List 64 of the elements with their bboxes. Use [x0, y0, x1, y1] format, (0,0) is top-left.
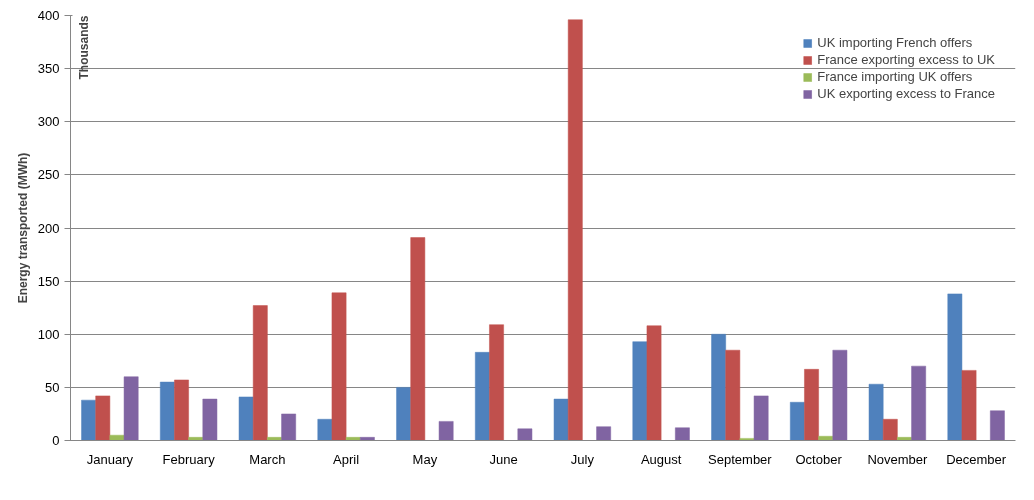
bar — [517, 428, 533, 441]
bar — [281, 413, 296, 441]
y-tick-label: 50 — [45, 379, 60, 395]
bar — [553, 398, 569, 441]
x-tick-label: June — [489, 451, 518, 467]
bar — [947, 293, 963, 441]
x-tick-label: October — [795, 451, 843, 467]
bar — [174, 379, 189, 441]
y-tick-label: 100 — [37, 326, 60, 342]
y-tick-label: 150 — [37, 273, 60, 289]
bar — [832, 349, 848, 441]
bar — [410, 237, 426, 441]
bar — [567, 19, 583, 441]
bar — [632, 341, 648, 441]
bar — [160, 381, 175, 441]
x-tick-label: April — [333, 451, 360, 467]
bar — [123, 376, 139, 441]
x-tick-label: August — [640, 451, 682, 467]
bar — [990, 410, 1005, 441]
bar — [95, 395, 111, 441]
bar — [438, 421, 454, 441]
bar — [331, 292, 347, 441]
bar — [725, 349, 741, 441]
bar — [711, 334, 726, 441]
x-tick-label: November — [867, 451, 929, 467]
bar — [961, 370, 977, 441]
x-tick-label: September — [708, 451, 773, 467]
y-tick-label: 250 — [37, 167, 60, 183]
bar — [489, 324, 504, 441]
bar — [360, 437, 375, 441]
bar — [345, 437, 361, 441]
y-tick-label: 400 — [37, 8, 60, 23]
bar — [804, 369, 819, 441]
bar — [317, 419, 333, 441]
bar — [252, 305, 268, 441]
y-tick-label: 200 — [37, 220, 60, 236]
legend-label: France importing UK offers — [817, 69, 973, 84]
bar — [202, 398, 218, 441]
y-tick-label: 300 — [37, 114, 60, 130]
bar — [596, 426, 611, 441]
x-tick-label: December — [946, 451, 1007, 467]
bar — [238, 396, 254, 441]
legend-label: France exporting excess to UK — [817, 52, 995, 67]
x-tick-label: May — [412, 451, 438, 467]
bar — [882, 419, 898, 441]
bar — [81, 399, 96, 441]
y-axis-title: Energy transported (MWh) — [15, 152, 30, 304]
legend-label: UK exporting excess to France — [817, 86, 995, 101]
x-tick-label: July — [570, 451, 595, 467]
bar — [396, 387, 411, 441]
bar — [646, 325, 662, 441]
annotation: Thousands — [76, 15, 91, 80]
y-tick-label: 0 — [52, 433, 60, 448]
bar — [753, 395, 769, 441]
bar — [911, 365, 926, 441]
bar — [790, 402, 805, 441]
bar — [475, 352, 490, 441]
x-tick-label: March — [249, 451, 286, 467]
y-tick-label: 350 — [37, 61, 60, 77]
x-tick-label: January — [86, 451, 134, 467]
x-tick-label: February — [162, 451, 216, 467]
bar — [868, 383, 884, 441]
legend-label: UK importing French offers — [817, 35, 973, 50]
bar — [675, 427, 690, 441]
